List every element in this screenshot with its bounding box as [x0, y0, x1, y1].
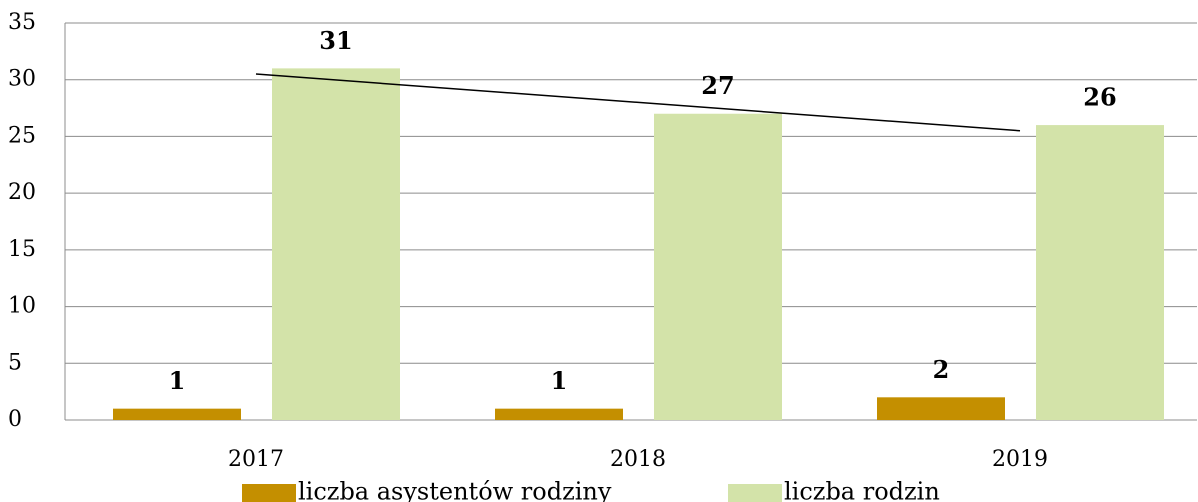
- y-tick-label: 0: [8, 407, 22, 432]
- y-tick-label: 20: [8, 180, 36, 205]
- legend-swatch: [728, 484, 782, 502]
- y-tick-label: 15: [8, 237, 36, 262]
- x-tick-label: 2017: [228, 447, 284, 472]
- y-tick-label: 30: [8, 67, 36, 92]
- bar: [654, 113, 782, 420]
- y-tick-label: 35: [8, 10, 36, 35]
- value-label: 26: [1083, 83, 1116, 112]
- x-tick-label: 2018: [610, 447, 666, 472]
- legend-label: liczba asystentów rodziny: [298, 478, 612, 502]
- bar: [272, 68, 400, 420]
- legend-swatch: [242, 484, 296, 502]
- y-tick-label: 5: [8, 350, 22, 375]
- value-label: 1: [551, 366, 568, 395]
- value-label: 27: [701, 71, 734, 100]
- y-tick-label: 10: [8, 294, 36, 319]
- bar: [1036, 125, 1164, 420]
- value-label: 1: [169, 366, 186, 395]
- y-tick-label: 25: [8, 123, 36, 148]
- value-label: 2: [933, 355, 950, 384]
- x-tick-label: 2019: [992, 447, 1048, 472]
- bar: [877, 397, 1005, 420]
- value-label: 31: [319, 26, 352, 55]
- trendline: [255, 73, 1021, 132]
- bar: [495, 408, 623, 420]
- legend-label: liczba rodzin: [784, 478, 940, 502]
- bar: [113, 408, 241, 420]
